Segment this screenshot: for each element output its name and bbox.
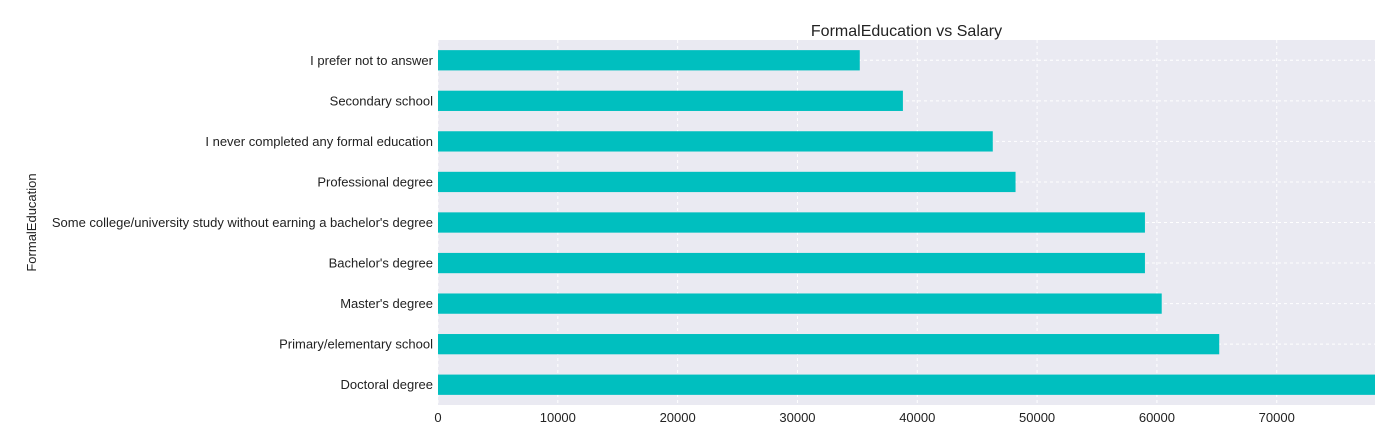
bar	[438, 171, 1016, 193]
bar	[438, 374, 1375, 395]
x-tick-label: 60000	[1139, 410, 1175, 425]
category-label: Secondary school	[330, 93, 433, 108]
x-tick-label: 40000	[899, 410, 935, 425]
category-label: I prefer not to answer	[310, 53, 434, 68]
bar	[438, 131, 993, 152]
x-tick-label: 20000	[660, 410, 696, 425]
bar	[438, 293, 1162, 314]
y-axis-label: FormalEducation	[24, 173, 39, 271]
bars	[438, 50, 1375, 395]
bar	[438, 50, 860, 71]
x-tick-label: 10000	[540, 410, 576, 425]
x-tick-label: 30000	[779, 410, 815, 425]
x-tick-label: 50000	[1019, 410, 1055, 425]
x-tick-labels: 0 10000 20000 30000 40000 50000 60000 70000	[434, 410, 1294, 425]
category-label: I never completed any formal education	[205, 134, 433, 149]
bar	[438, 212, 1145, 233]
bar	[438, 90, 903, 111]
category-labels: Doctoral degree Primary/elementary school…	[52, 53, 434, 392]
category-label: Professional degree	[317, 174, 433, 189]
category-label: Some college/university study without ea…	[52, 215, 433, 230]
category-label: Master's degree	[340, 296, 433, 311]
category-label: Primary/elementary school	[279, 337, 433, 352]
category-label: Bachelor's degree	[329, 256, 433, 271]
x-tick-label: 0	[434, 410, 441, 425]
bar	[438, 334, 1220, 355]
bar	[438, 252, 1145, 274]
chart-title: FormalEducation vs Salary	[811, 23, 1002, 40]
category-label: Doctoral degree	[341, 377, 434, 392]
x-tick-label: 70000	[1259, 410, 1295, 425]
